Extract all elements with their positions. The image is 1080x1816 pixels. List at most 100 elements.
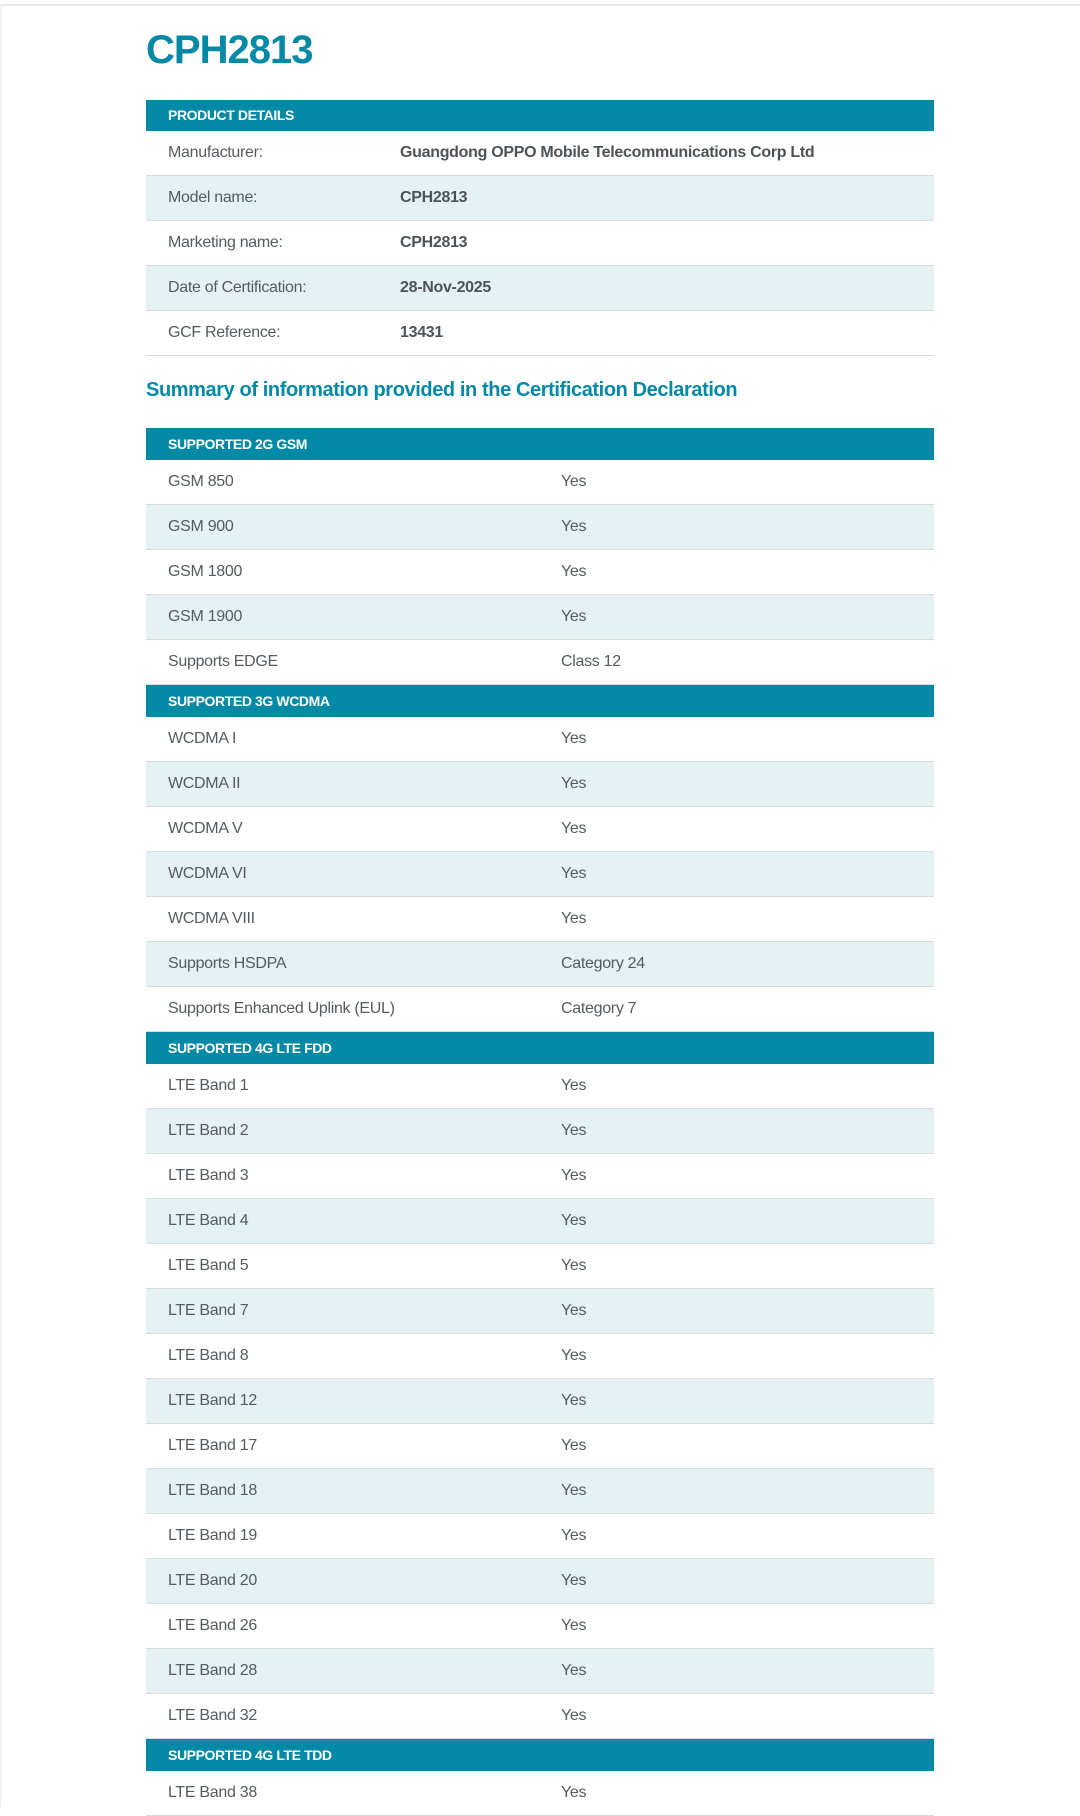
row-label: WCDMA VI bbox=[168, 865, 247, 882]
table-row: GCF Reference: 13431 bbox=[146, 311, 934, 356]
table-row: LTE Band 1 Yes bbox=[146, 1064, 934, 1109]
row-label: WCDMA V bbox=[168, 820, 243, 837]
product-details-table: PRODUCT DETAILS Manufacturer: Guangdong O… bbox=[146, 100, 934, 356]
table-row: LTE Band 38 Yes bbox=[146, 1771, 934, 1816]
table-row: Date of Certification: 28-Nov-2025 bbox=[146, 266, 934, 311]
table-row: WCDMA II Yes bbox=[146, 762, 934, 807]
table-row: Marketing name: CPH2813 bbox=[146, 221, 934, 266]
table-row: Supports HSDPA Category 24 bbox=[146, 942, 934, 987]
row-value: Yes bbox=[561, 1392, 587, 1409]
row-value: Yes bbox=[561, 1302, 587, 1319]
table-row: Supports Enhanced Uplink (EUL) Category 7 bbox=[146, 987, 934, 1032]
table-row: LTE Band 4 Yes bbox=[146, 1199, 934, 1244]
table-row: LTE Band 3 Yes bbox=[146, 1154, 934, 1199]
row-label: Date of Certification: bbox=[168, 279, 307, 296]
table-header: PRODUCT DETAILS bbox=[146, 100, 934, 131]
section-rows: LTE Band 38 Yes bbox=[146, 1771, 934, 1816]
row-value: 13431 bbox=[400, 324, 443, 341]
top-divider bbox=[0, 4, 1080, 6]
table-row: LTE Band 2 Yes bbox=[146, 1109, 934, 1154]
row-label: WCDMA VIII bbox=[168, 910, 255, 927]
row-label: LTE Band 8 bbox=[168, 1347, 249, 1364]
row-value: Yes bbox=[561, 865, 587, 882]
row-value: CPH2813 bbox=[400, 234, 468, 251]
table-row: LTE Band 26 Yes bbox=[146, 1604, 934, 1649]
row-label: Supports EDGE bbox=[168, 653, 278, 670]
table-row: GSM 1900 Yes bbox=[146, 595, 934, 640]
row-label: LTE Band 5 bbox=[168, 1257, 249, 1274]
row-value: Yes bbox=[561, 1662, 587, 1679]
table-row: WCDMA V Yes bbox=[146, 807, 934, 852]
row-value: Yes bbox=[561, 1482, 587, 1499]
row-value: Yes bbox=[561, 775, 587, 792]
table-row: LTE Band 19 Yes bbox=[146, 1514, 934, 1559]
summary-heading: Summary of information provided in the C… bbox=[146, 379, 738, 401]
row-label: Marketing name: bbox=[168, 234, 283, 251]
row-label: GSM 1900 bbox=[168, 608, 243, 625]
row-label: Supports HSDPA bbox=[168, 955, 287, 972]
row-label: LTE Band 32 bbox=[168, 1707, 257, 1724]
row-value: Yes bbox=[561, 730, 587, 747]
section-header: SUPPORTED 4G LTE FDD bbox=[146, 1032, 934, 1064]
row-label: LTE Band 2 bbox=[168, 1122, 249, 1139]
table-row: LTE Band 8 Yes bbox=[146, 1334, 934, 1379]
table-row: GSM 1800 Yes bbox=[146, 550, 934, 595]
row-value: Yes bbox=[561, 910, 587, 927]
row-label: LTE Band 18 bbox=[168, 1482, 257, 1499]
table-row: LTE Band 20 Yes bbox=[146, 1559, 934, 1604]
table-row: Model name: CPH2813 bbox=[146, 176, 934, 221]
row-label: LTE Band 20 bbox=[168, 1572, 257, 1589]
section-rows: GSM 850 Yes GSM 900 Yes GSM 1800 Yes GSM 1900 Y… bbox=[146, 460, 934, 685]
section-header: SUPPORTED 2G GSM bbox=[146, 428, 934, 460]
section-header: SUPPORTED 4G LTE TDD bbox=[146, 1739, 934, 1771]
row-value: Yes bbox=[561, 1347, 587, 1364]
row-value: 28-Nov-2025 bbox=[400, 279, 491, 296]
row-label: LTE Band 19 bbox=[168, 1527, 257, 1544]
row-label: LTE Band 3 bbox=[168, 1167, 249, 1184]
row-label: LTE Band 12 bbox=[168, 1392, 257, 1409]
row-value: Yes bbox=[561, 1572, 587, 1589]
row-value: CPH2813 bbox=[400, 189, 468, 206]
row-value: Yes bbox=[561, 563, 587, 580]
row-value: Yes bbox=[561, 1077, 587, 1094]
left-divider bbox=[0, 4, 1, 1807]
certification-summary: SUPPORTED 2G GSM GSM 850 Yes GSM 900 Yes GSM … bbox=[146, 428, 934, 1816]
row-label: GCF Reference: bbox=[168, 324, 281, 341]
table-row: LTE Band 18 Yes bbox=[146, 1469, 934, 1514]
row-value: Yes bbox=[561, 1257, 587, 1274]
section-rows: LTE Band 1 Yes LTE Band 2 Yes LTE Band 3 Yes L… bbox=[146, 1064, 934, 1739]
table-row: WCDMA VI Yes bbox=[146, 852, 934, 897]
row-value: Class 12 bbox=[561, 653, 621, 670]
row-value: Yes bbox=[561, 473, 587, 490]
row-value: Yes bbox=[561, 1437, 587, 1454]
row-label: Manufacturer: bbox=[168, 144, 263, 161]
row-label: Model name: bbox=[168, 189, 258, 206]
table-row: WCDMA VIII Yes bbox=[146, 897, 934, 942]
table-row: LTE Band 17 Yes bbox=[146, 1424, 934, 1469]
row-value: Yes bbox=[561, 1707, 587, 1724]
row-value: Yes bbox=[561, 1167, 587, 1184]
row-label: WCDMA I bbox=[168, 730, 237, 747]
table-row: LTE Band 7 Yes bbox=[146, 1289, 934, 1334]
row-label: GSM 1800 bbox=[168, 563, 243, 580]
row-value: Yes bbox=[561, 820, 587, 837]
row-label: LTE Band 28 bbox=[168, 1662, 257, 1679]
row-label: GSM 850 bbox=[168, 473, 234, 490]
row-value: Yes bbox=[561, 608, 587, 625]
row-value: Yes bbox=[561, 1212, 587, 1229]
row-value: Yes bbox=[561, 1527, 587, 1544]
row-label: WCDMA II bbox=[168, 775, 241, 792]
row-value: Guangdong OPPO Mobile Telecommunications… bbox=[400, 144, 815, 161]
row-value: Category 7 bbox=[561, 1000, 637, 1017]
page-title: CPH2813 bbox=[146, 28, 313, 72]
row-value: Yes bbox=[561, 1784, 587, 1801]
row-value: Yes bbox=[561, 1617, 587, 1634]
row-label: LTE Band 17 bbox=[168, 1437, 257, 1454]
table-row: GSM 900 Yes bbox=[146, 505, 934, 550]
table-row: Supports EDGE Class 12 bbox=[146, 640, 934, 685]
section-header: SUPPORTED 3G WCDMA bbox=[146, 685, 934, 717]
row-label: LTE Band 26 bbox=[168, 1617, 257, 1634]
row-label: LTE Band 38 bbox=[168, 1784, 257, 1801]
table-row: LTE Band 12 Yes bbox=[146, 1379, 934, 1424]
table-row: LTE Band 5 Yes bbox=[146, 1244, 934, 1289]
